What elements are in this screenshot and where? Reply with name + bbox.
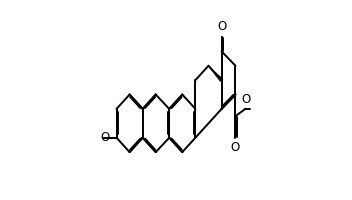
Polygon shape bbox=[209, 67, 223, 81]
Text: O: O bbox=[100, 131, 109, 144]
Text: O: O bbox=[241, 93, 251, 106]
Text: O: O bbox=[217, 20, 226, 33]
Text: O: O bbox=[230, 141, 239, 154]
